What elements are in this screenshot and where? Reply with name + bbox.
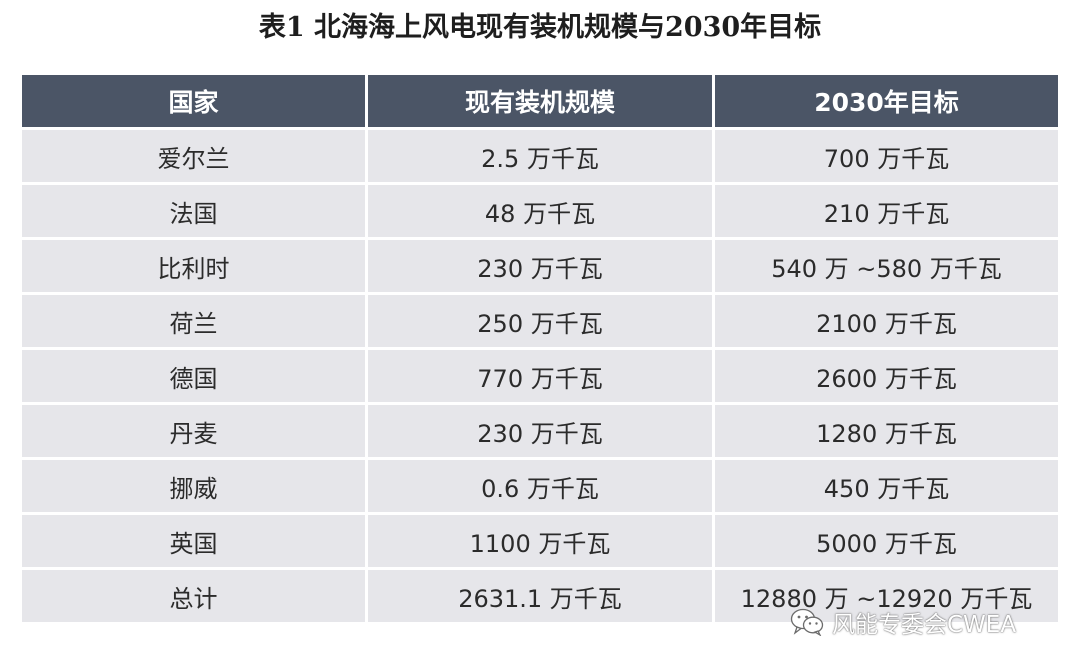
cell-2030-target: 5000 万千瓦 bbox=[715, 515, 1058, 567]
cell-2030-target: 540 万 ~580 万千瓦 bbox=[715, 240, 1058, 292]
cell-country: 总计 bbox=[22, 570, 365, 622]
header-country: 国家 bbox=[22, 75, 365, 127]
installed-capacity-table: 国家 现有装机规模 2030年目标 爱尔兰 2.5 万千瓦 700 万千瓦 法国… bbox=[19, 72, 1061, 625]
cell-current-capacity: 230 万千瓦 bbox=[368, 405, 712, 457]
wechat-icon bbox=[790, 608, 824, 636]
cell-country: 爱尔兰 bbox=[22, 130, 365, 182]
cell-2030-target: 450 万千瓦 bbox=[715, 460, 1058, 512]
cell-current-capacity: 0.6 万千瓦 bbox=[368, 460, 712, 512]
cell-country: 英国 bbox=[22, 515, 365, 567]
cell-2030-target: 210 万千瓦 bbox=[715, 185, 1058, 237]
table-title: 表1 北海海上风电现有装机规模与2030年目标 bbox=[258, 12, 822, 43]
table-row: 德国 770 万千瓦 2600 万千瓦 bbox=[22, 350, 1058, 402]
cell-current-capacity: 1100 万千瓦 bbox=[368, 515, 712, 567]
cell-2030-target: 2100 万千瓦 bbox=[715, 295, 1058, 347]
cell-current-capacity: 2631.1 万千瓦 bbox=[368, 570, 712, 622]
table-header-row: 国家 现有装机规模 2030年目标 bbox=[22, 75, 1058, 127]
table-row-total: 总计 2631.1 万千瓦 12880 万 ~12920 万千瓦 bbox=[22, 570, 1058, 622]
watermark-text: 风能专委会CWEA bbox=[832, 612, 1017, 638]
cell-country: 德国 bbox=[22, 350, 365, 402]
cell-current-capacity: 48 万千瓦 bbox=[368, 185, 712, 237]
cell-country: 法国 bbox=[22, 185, 365, 237]
cell-country: 比利时 bbox=[22, 240, 365, 292]
cell-current-capacity: 230 万千瓦 bbox=[368, 240, 712, 292]
watermark: 风能专委会CWEA bbox=[790, 604, 1016, 640]
cell-country: 丹麦 bbox=[22, 405, 365, 457]
cell-current-capacity: 250 万千瓦 bbox=[368, 295, 712, 347]
table-row: 比利时 230 万千瓦 540 万 ~580 万千瓦 bbox=[22, 240, 1058, 292]
cell-2030-target: 700 万千瓦 bbox=[715, 130, 1058, 182]
table-row: 法国 48 万千瓦 210 万千瓦 bbox=[22, 185, 1058, 237]
cell-2030-target: 12880 万 ~12920 万千瓦 bbox=[715, 570, 1058, 622]
cell-2030-target: 2600 万千瓦 bbox=[715, 350, 1058, 402]
table-row: 荷兰 250 万千瓦 2100 万千瓦 bbox=[22, 295, 1058, 347]
cell-current-capacity: 770 万千瓦 bbox=[368, 350, 712, 402]
cell-country: 荷兰 bbox=[22, 295, 365, 347]
cell-2030-target: 1280 万千瓦 bbox=[715, 405, 1058, 457]
table-row: 爱尔兰 2.5 万千瓦 700 万千瓦 bbox=[22, 130, 1058, 182]
header-current-capacity: 现有装机规模 bbox=[368, 75, 712, 127]
cell-country: 挪威 bbox=[22, 460, 365, 512]
header-2030-target: 2030年目标 bbox=[715, 75, 1058, 127]
cell-current-capacity: 2.5 万千瓦 bbox=[368, 130, 712, 182]
table-row: 丹麦 230 万千瓦 1280 万千瓦 bbox=[22, 405, 1058, 457]
table-row: 英国 1100 万千瓦 5000 万千瓦 bbox=[22, 515, 1058, 567]
table-row: 挪威 0.6 万千瓦 450 万千瓦 bbox=[22, 460, 1058, 512]
